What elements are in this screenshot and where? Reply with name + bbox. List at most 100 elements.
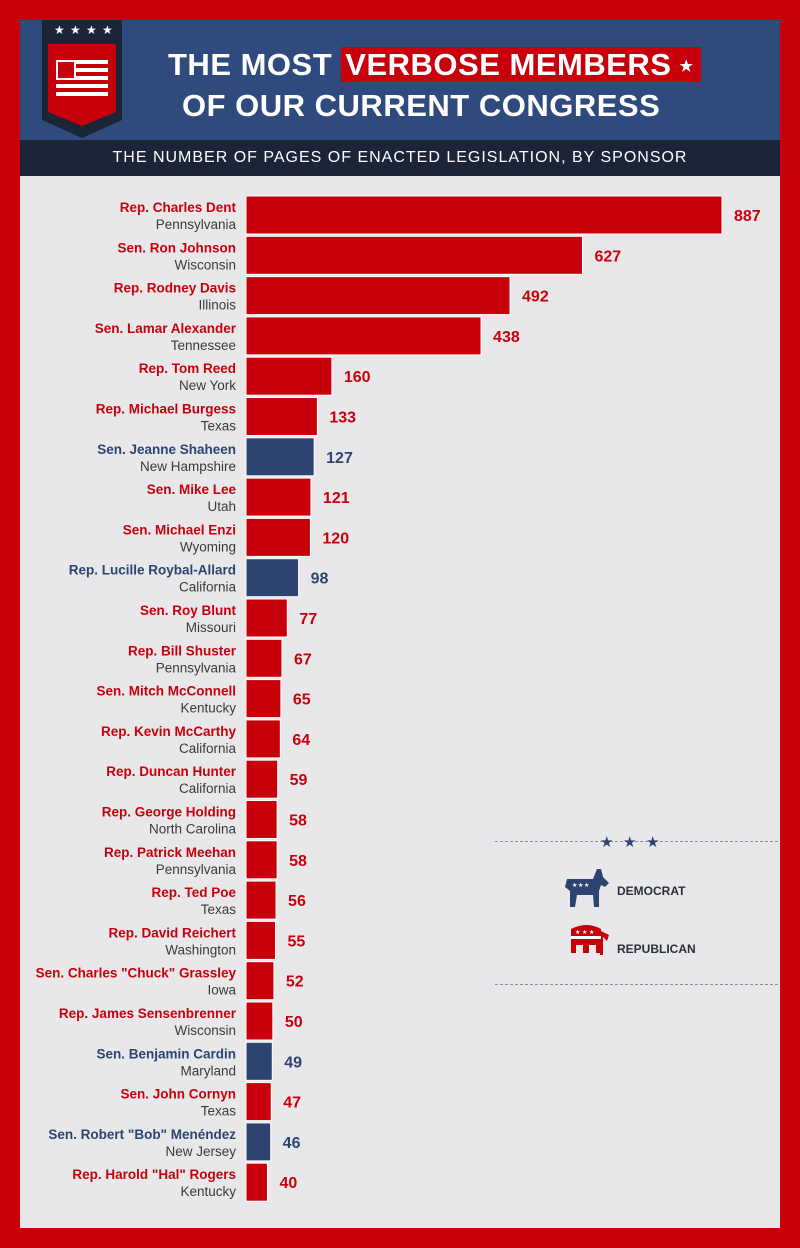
bar-16 — [245, 840, 278, 880]
bar-14 — [245, 759, 279, 799]
bar-value-18: 55 — [288, 933, 306, 950]
bar-label-name-0: Rep. Charles Dent — [120, 200, 237, 215]
bar-label-state-9: California — [179, 580, 237, 595]
bar-18 — [245, 920, 277, 960]
svg-text:★: ★ — [623, 833, 636, 849]
bar-value-10: 77 — [299, 611, 317, 628]
bar-label-name-24: Rep. Harold "Hal" Rogers — [72, 1167, 236, 1182]
legend: ★ ★ ★ ★ ★ ★ DEMOCRAT ★ ★ ★ REPUBLICAN — [495, 831, 778, 986]
bar-4 — [245, 356, 333, 396]
title-line-2: OF OUR CURRENT CONGRESS — [182, 88, 661, 123]
svg-text:★: ★ — [102, 23, 113, 37]
svg-text:★: ★ — [572, 882, 577, 889]
bar-label-name-9: Rep. Lucille Roybal-Allard — [69, 563, 236, 578]
legend-stars-icon: ★ ★ ★ — [600, 833, 659, 849]
bar-label-name-3: Sen. Lamar Alexander — [95, 321, 237, 336]
bar-label-name-8: Sen. Michael Enzi — [123, 522, 236, 537]
bar-label-state-1: Wisconsin — [174, 257, 236, 272]
bar-value-1: 627 — [594, 248, 621, 265]
bar-label-state-13: California — [179, 741, 237, 756]
bar-label-name-10: Sen. Roy Blunt — [140, 603, 237, 618]
bar-label-state-11: Pennsylvania — [156, 660, 237, 675]
bar-22 — [245, 1082, 272, 1122]
bar-6 — [245, 437, 315, 477]
bar-0 — [245, 195, 723, 235]
bar-value-23: 46 — [283, 1135, 301, 1152]
title-highlight: VERBOSE MEMBERS ★ — [341, 47, 702, 82]
bar-value-0: 887 — [734, 208, 761, 225]
bar-label-name-11: Rep. Bill Shuster — [128, 643, 237, 658]
bar-label-state-5: Texas — [201, 419, 237, 434]
bar-label-name-4: Rep. Tom Reed — [139, 361, 236, 376]
svg-text:★: ★ — [54, 23, 65, 37]
title-highlight-text: VERBOSE MEMBERS — [345, 47, 672, 82]
bar-label-state-24: Kentucky — [180, 1184, 236, 1199]
bar-label-state-6: New Hampshire — [140, 459, 236, 474]
bar-11 — [245, 638, 283, 678]
bar-value-17: 56 — [288, 893, 306, 910]
bar-label-state-23: New Jersey — [165, 1144, 236, 1159]
bar-label-state-22: Texas — [201, 1104, 237, 1119]
bar-label-state-8: Wyoming — [180, 539, 236, 554]
chart-area: Rep. Charles Dent Pennsylvania 887 Sen. Ron… — [20, 176, 780, 1228]
bar-value-13: 64 — [292, 732, 310, 749]
bar-23 — [245, 1122, 272, 1162]
bar-label-name-17: Rep. Ted Poe — [151, 885, 236, 900]
bar-label-state-18: Washington — [165, 942, 236, 957]
bar-value-11: 67 — [294, 651, 312, 668]
bar-chart: Rep. Charles Dent Pennsylvania 887 Sen. Ron… — [36, 195, 761, 1202]
bar-value-22: 47 — [283, 1095, 301, 1112]
bar-value-20: 50 — [285, 1014, 303, 1031]
bar-8 — [245, 517, 311, 557]
bar-10 — [245, 598, 288, 638]
bar-label-state-0: Pennsylvania — [156, 217, 237, 232]
star-icon: ★ — [679, 58, 694, 75]
svg-text:★: ★ — [646, 833, 659, 849]
bar-label-name-14: Rep. Duncan Hunter — [106, 764, 237, 779]
bar-value-6: 127 — [326, 450, 353, 467]
bar-label-name-1: Sen. Ron Johnson — [117, 240, 236, 255]
bar-label-name-22: Sen. John Cornyn — [120, 1087, 236, 1102]
bar-label-state-4: New York — [179, 378, 236, 393]
bar-value-24: 40 — [279, 1175, 297, 1192]
bar-value-9: 98 — [311, 571, 329, 588]
bar-value-12: 65 — [293, 692, 311, 709]
bar-label-state-16: Pennsylvania — [156, 862, 237, 877]
bar-label-name-19: Sen. Charles "Chuck" Grassley — [36, 966, 237, 981]
bar-13 — [245, 719, 281, 759]
bar-label-state-20: Wisconsin — [174, 1023, 236, 1038]
bar-value-14: 59 — [290, 772, 308, 789]
bar-label-name-2: Rep. Rodney Davis — [114, 281, 236, 296]
bar-19 — [245, 961, 275, 1001]
bar-12 — [245, 679, 282, 719]
bar-label-state-15: North Carolina — [149, 822, 237, 837]
legend-divider-top — [495, 841, 778, 842]
bar-value-8: 120 — [322, 530, 349, 547]
bar-label-name-16: Rep. Patrick Meehan — [104, 845, 236, 860]
svg-text:★: ★ — [86, 23, 97, 37]
bar-label-name-7: Sen. Mike Lee — [147, 482, 237, 497]
svg-text:★: ★ — [600, 833, 613, 849]
bar-value-19: 52 — [286, 974, 304, 991]
bar-value-4: 160 — [344, 369, 371, 386]
bar-label-state-12: Kentucky — [180, 701, 236, 716]
bar-label-name-21: Sen. Benjamin Cardin — [96, 1046, 236, 1061]
bar-17 — [245, 880, 277, 920]
title-part1: THE MOST — [168, 47, 333, 82]
title-line-1: THE MOST VERBOSE MEMBERS ★ — [168, 47, 702, 83]
bar-label-name-12: Sen. Mitch McConnell — [96, 684, 236, 699]
chart-subtitle: THE NUMBER OF PAGES OF ENACTED LEGISLATI… — [20, 140, 780, 176]
bar-value-15: 58 — [289, 813, 307, 830]
bar-label-state-21: Maryland — [180, 1063, 236, 1078]
bar-24 — [245, 1162, 268, 1202]
legend-republican-label: REPUBLICAN — [617, 942, 696, 956]
svg-text:★: ★ — [578, 882, 583, 889]
bar-value-16: 58 — [289, 853, 307, 870]
bar-value-5: 133 — [329, 410, 356, 427]
svg-text:★: ★ — [70, 23, 81, 37]
bar-label-state-17: Texas — [201, 902, 237, 917]
bar-value-7: 121 — [323, 490, 350, 507]
svg-text:★: ★ — [584, 882, 589, 889]
donkey-icon: ★ ★ ★ — [565, 869, 609, 907]
bar-label-state-7: Utah — [207, 499, 236, 514]
